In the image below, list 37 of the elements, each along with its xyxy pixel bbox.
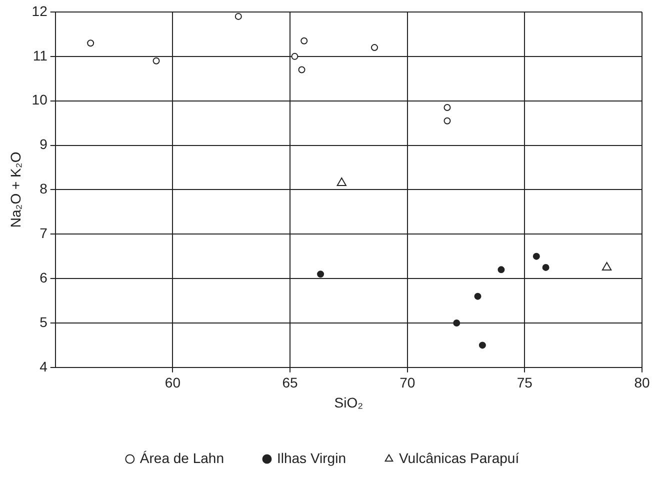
x-tick-label: 60	[164, 374, 181, 391]
y-tick-label: 11	[32, 47, 48, 64]
point	[542, 264, 550, 271]
legend-label: Ilhas Virgin	[276, 450, 346, 466]
x-tick-label: 75	[516, 374, 533, 391]
point	[234, 12, 242, 20]
x-axis-title: SiO₂	[334, 394, 364, 410]
point	[336, 178, 346, 186]
point	[532, 252, 540, 260]
x-tick-label: 65	[282, 374, 298, 391]
point	[298, 66, 306, 74]
point	[300, 37, 308, 44]
point	[444, 117, 451, 124]
point	[453, 319, 460, 326]
point	[317, 270, 324, 278]
point	[291, 52, 298, 60]
y-tick-label: 8	[40, 180, 48, 197]
point	[444, 104, 451, 112]
x-tick-label: 80	[634, 374, 650, 391]
y-tick-label: 6	[40, 269, 48, 286]
y-tick-label: 4	[40, 358, 48, 374]
y-axis-title: Na₂O + K₂O	[7, 152, 24, 228]
y-tick-label: 10	[32, 92, 48, 108]
point	[152, 57, 160, 64]
legend-label: Área de Lahn	[140, 450, 224, 466]
point	[474, 292, 482, 300]
point	[371, 44, 378, 52]
legend-label: Vulcânicas Parapuí	[398, 450, 520, 466]
point	[478, 342, 486, 349]
y-tick-label: 5	[40, 314, 48, 330]
y-tick-label: 9	[40, 136, 48, 152]
point	[498, 266, 505, 274]
y-tick-label: 7	[40, 224, 48, 241]
point	[602, 262, 612, 270]
x-tick-label: 70	[400, 374, 416, 391]
point	[87, 40, 94, 47]
y-tick-label: 12	[32, 2, 48, 19]
